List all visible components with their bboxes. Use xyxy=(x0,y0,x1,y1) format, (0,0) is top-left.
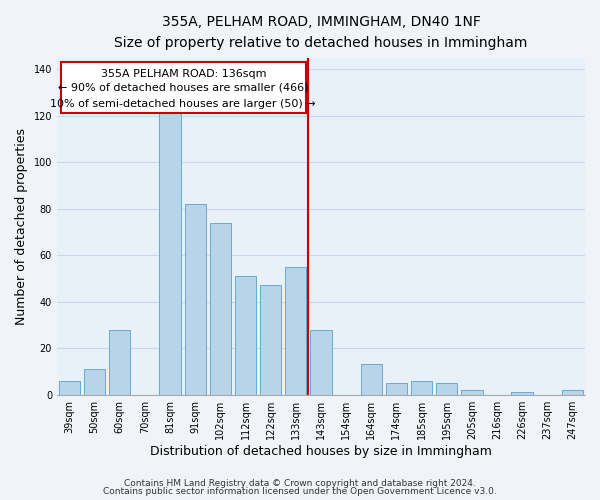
Text: Contains HM Land Registry data © Crown copyright and database right 2024.: Contains HM Land Registry data © Crown c… xyxy=(124,478,476,488)
Bar xyxy=(285,267,307,394)
Text: 355A PELHAM ROAD: 136sqm: 355A PELHAM ROAD: 136sqm xyxy=(101,68,266,78)
Text: 10% of semi-detached houses are larger (50) →: 10% of semi-detached houses are larger (… xyxy=(50,100,316,110)
Bar xyxy=(436,383,457,394)
Bar xyxy=(386,383,407,394)
Bar xyxy=(461,390,482,394)
Title: 355A, PELHAM ROAD, IMMINGHAM, DN40 1NF
Size of property relative to detached hou: 355A, PELHAM ROAD, IMMINGHAM, DN40 1NF S… xyxy=(114,15,527,50)
Bar xyxy=(209,222,231,394)
Bar xyxy=(185,204,206,394)
Y-axis label: Number of detached properties: Number of detached properties xyxy=(15,128,28,324)
Bar xyxy=(260,286,281,395)
Text: ← 90% of detached houses are smaller (466): ← 90% of detached houses are smaller (46… xyxy=(58,83,308,93)
Bar xyxy=(361,364,382,394)
X-axis label: Distribution of detached houses by size in Immingham: Distribution of detached houses by size … xyxy=(150,444,492,458)
Bar xyxy=(511,392,533,394)
Bar xyxy=(160,86,181,394)
Bar xyxy=(411,381,432,394)
Bar xyxy=(59,381,80,394)
Bar xyxy=(235,276,256,394)
Bar xyxy=(310,330,332,394)
Bar xyxy=(562,390,583,394)
Bar xyxy=(84,369,106,394)
Text: Contains public sector information licensed under the Open Government Licence v3: Contains public sector information licen… xyxy=(103,487,497,496)
Bar xyxy=(109,330,130,394)
FancyBboxPatch shape xyxy=(61,62,306,114)
